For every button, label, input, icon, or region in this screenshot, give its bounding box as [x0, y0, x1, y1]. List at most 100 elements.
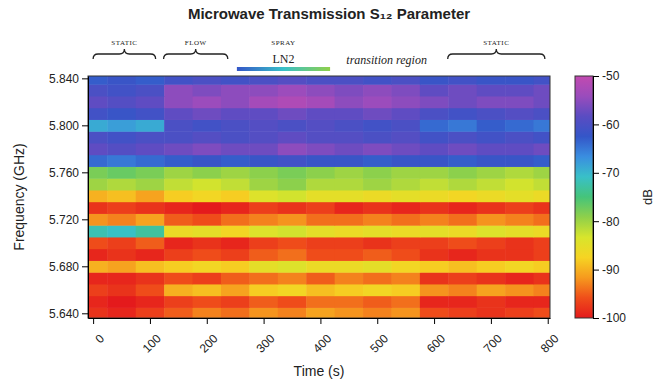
- cell: [477, 108, 506, 120]
- cell: [477, 272, 506, 284]
- cell: [249, 272, 278, 284]
- cell: [363, 84, 392, 96]
- cell: [164, 131, 193, 143]
- cell: [363, 237, 392, 249]
- cell: [534, 213, 550, 225]
- colorbar-tick-label: -90: [602, 263, 620, 277]
- cell: [363, 307, 392, 318]
- heatmap: [88, 76, 550, 318]
- cell: [477, 249, 506, 261]
- cell: [88, 202, 108, 214]
- cell: [505, 284, 534, 296]
- cell: [249, 260, 278, 272]
- cell: [164, 225, 193, 237]
- x-tick-label: 500: [367, 331, 391, 355]
- cell: [420, 249, 449, 261]
- cell: [363, 166, 392, 178]
- cell: [477, 131, 506, 143]
- annotations: STATICFLOWLN2SPRAYtransition regionSTATI…: [93, 39, 545, 71]
- cell: [335, 260, 364, 272]
- cell: [534, 249, 550, 261]
- y-tick-mark: [82, 266, 88, 267]
- cell: [448, 225, 477, 237]
- cell: [88, 119, 108, 131]
- cell: [193, 272, 222, 284]
- colorbar-tick-mark: [593, 270, 599, 271]
- cell: [420, 76, 449, 85]
- cell: [193, 284, 222, 296]
- cell: [335, 202, 364, 214]
- brace: [164, 49, 228, 59]
- cell: [193, 307, 222, 318]
- cell: [88, 237, 108, 249]
- cell: [391, 284, 420, 296]
- cell: [420, 213, 449, 225]
- colorbar-tick-label: -60: [602, 118, 620, 132]
- cell: [107, 307, 136, 318]
- cell: [363, 108, 392, 120]
- cell: [88, 131, 108, 143]
- cell: [221, 202, 250, 214]
- cell: [107, 225, 136, 237]
- cell: [477, 96, 506, 108]
- cell: [420, 272, 449, 284]
- x-tick: 300: [253, 318, 277, 356]
- cell: [306, 190, 335, 202]
- cell: [164, 307, 193, 318]
- cell: [448, 260, 477, 272]
- cell: [420, 178, 449, 190]
- cell: [448, 237, 477, 249]
- cell: [391, 131, 420, 143]
- cell: [534, 260, 550, 272]
- annotation-label: transition region: [346, 53, 427, 67]
- cell: [136, 119, 165, 131]
- colorbar-tick-mark: [593, 76, 599, 77]
- cell: [391, 307, 420, 318]
- cell: [420, 108, 449, 120]
- cell: [278, 155, 307, 167]
- cell: [420, 155, 449, 167]
- cell: [136, 131, 165, 143]
- cell: [306, 131, 335, 143]
- cell: [221, 260, 250, 272]
- cell: [278, 190, 307, 202]
- x-tick: 0: [92, 318, 107, 346]
- cell: [164, 260, 193, 272]
- cell: [136, 260, 165, 272]
- cell: [391, 190, 420, 202]
- cell: [534, 237, 550, 249]
- cell: [505, 213, 534, 225]
- cell: [249, 76, 278, 85]
- cell: [534, 155, 550, 167]
- cell: [249, 166, 278, 178]
- cell: [164, 119, 193, 131]
- cell: [306, 272, 335, 284]
- cell: [107, 108, 136, 120]
- colorbar-tick-label: -70: [602, 166, 620, 180]
- y-tick: 5.760: [49, 166, 88, 180]
- cell: [88, 307, 108, 318]
- cell: [249, 96, 278, 108]
- x-axis-title: Time (s): [294, 363, 345, 379]
- cell: [221, 166, 250, 178]
- cell: [107, 237, 136, 249]
- cell: [391, 178, 420, 190]
- cell: [391, 155, 420, 167]
- cell: [221, 108, 250, 120]
- cell: [136, 249, 165, 261]
- cell: [477, 237, 506, 249]
- colorbar-tick: -100: [593, 311, 626, 325]
- cell: [391, 119, 420, 131]
- y-axis-line: [88, 77, 89, 319]
- cell: [505, 178, 534, 190]
- cell: [391, 225, 420, 237]
- cell: [136, 143, 165, 155]
- cell: [136, 108, 165, 120]
- cell: [306, 225, 335, 237]
- cell: [363, 260, 392, 272]
- cell: [477, 213, 506, 225]
- y-tick: 5.680: [49, 260, 88, 274]
- cell: [505, 190, 534, 202]
- annotation-label: FLOW: [185, 39, 207, 47]
- cell: [193, 84, 222, 96]
